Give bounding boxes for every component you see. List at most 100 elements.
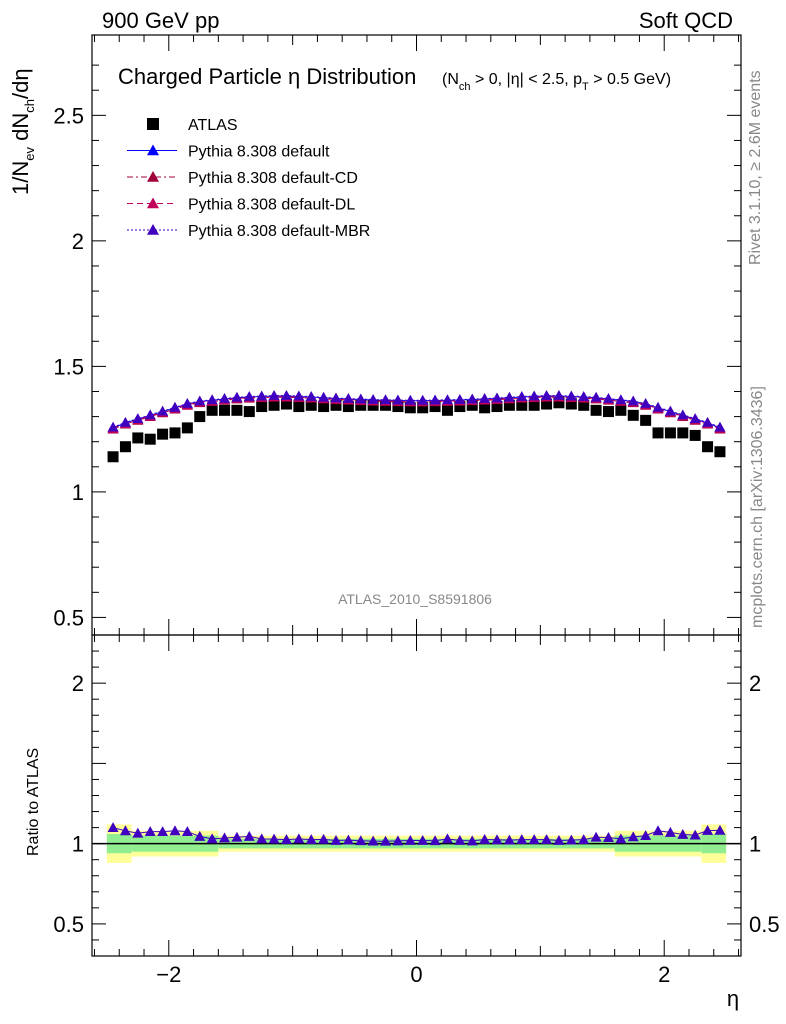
mc-series-point (268, 390, 280, 400)
mc-series-point (181, 398, 193, 408)
mc-series-point (231, 391, 243, 402)
ratio-series-point (243, 830, 255, 841)
svg-text:1/Nev dNch/dη: 1/Nev dNch/dη (8, 68, 37, 195)
ratio-series-point (342, 834, 354, 845)
legend-marker-triangle (147, 171, 159, 182)
mc-series-point (503, 391, 515, 402)
mc-series-point (590, 391, 602, 402)
atlas-data-point (528, 399, 540, 411)
ratio-series-point (664, 826, 676, 837)
ratio-series-point (367, 835, 379, 846)
ratio-series-point (602, 832, 614, 842)
ratio-series-point (528, 834, 540, 845)
atlas-data-point (243, 406, 255, 418)
data-series (107, 390, 726, 463)
atlas-data-point (516, 399, 528, 411)
ratio-series-point (280, 834, 292, 845)
atlas-data-point (441, 404, 453, 416)
atlas-data-point (541, 398, 553, 410)
ratio-series-point (107, 822, 119, 832)
atlas-data-point (454, 401, 466, 413)
atlas-data-point (355, 399, 367, 411)
legend-label: ATLAS (188, 117, 238, 134)
mc-series-point (355, 393, 367, 404)
mc-series-point (206, 394, 218, 405)
mc-series-point (392, 394, 404, 405)
mc-series-point (565, 390, 577, 401)
ratio-series-point (194, 830, 206, 841)
ratio-y-tick-label-right: 1 (749, 832, 761, 857)
mc-series-point (541, 390, 553, 400)
ratio-series-point (479, 833, 491, 844)
ratio-series-point (702, 824, 714, 835)
mc-series-point (702, 416, 714, 427)
atlas-data-point (664, 427, 676, 439)
atlas-data-point (169, 427, 181, 439)
ratio-series-point (293, 833, 305, 844)
atlas-data-point (342, 401, 354, 413)
mc-series-point (318, 391, 330, 402)
atlas-data-point (491, 401, 503, 413)
ratio-y-tick-label-right: 0.5 (749, 912, 780, 937)
atlas-data-point (144, 433, 156, 445)
main-y-tick-label: 2 (72, 229, 84, 254)
mc-series-point (640, 398, 652, 408)
ratio-series-point (689, 829, 701, 840)
legend-label: Pythia 8.308 default-DL (188, 197, 355, 214)
atlas-data-point (565, 398, 577, 410)
main-y-tick-label: 2.5 (53, 103, 84, 128)
atlas-data-point (256, 401, 268, 413)
mc-series-point (578, 391, 590, 401)
legend-marker-triangle (147, 224, 159, 235)
mc-series-point (516, 391, 528, 401)
rivet-label: Rivet 3.1.10, ≥ 2.6M events (747, 70, 764, 265)
ratio-series-point (404, 834, 416, 845)
atlas-data-point (132, 432, 144, 444)
legend-marker-triangle (147, 144, 159, 156)
mc-series-point (553, 390, 565, 400)
mc-series-point (689, 413, 701, 423)
atlas-data-point (553, 397, 565, 409)
atlas-data-point (503, 399, 515, 411)
ratio-series-point (119, 825, 131, 836)
main-y-label: 1/Nev dNch/dη (8, 68, 37, 195)
ratio-series-point (380, 835, 392, 846)
mc-series-point (714, 421, 726, 432)
ratio-y-tick-label-right: 2 (749, 671, 761, 696)
atlas-data-point (702, 441, 714, 453)
atlas-data-point (627, 409, 639, 421)
ratio-series-point (132, 827, 144, 838)
atlas-data-point (404, 402, 416, 414)
ratio-y-tick-label: 0.5 (53, 912, 84, 937)
svg-text:Charged Particle η Distributio: Charged Particle η Distribution (118, 64, 416, 89)
ratio-series-point (206, 833, 218, 844)
mc-series-point (119, 416, 131, 427)
mc-series-point (305, 391, 317, 401)
mc-series-point (664, 405, 676, 416)
ratio-series-point (640, 830, 652, 841)
mc-series-point (243, 391, 255, 401)
atlas-data-point (181, 422, 193, 434)
atlas-data-point (590, 404, 602, 416)
x-axis-label: η (727, 986, 739, 1011)
ratio-series-point (541, 834, 553, 845)
atlas-data-point (417, 402, 429, 414)
atlas-data-point (219, 404, 231, 416)
atlas-data-point (330, 399, 342, 411)
svg-text:(Nch > 0, |η| < 2.5, pT > 0.5: (Nch > 0, |η| < 2.5, pT > 0.5 GeV) (442, 71, 671, 93)
ratio-series-point (516, 834, 528, 845)
atlas-data-point (194, 411, 206, 423)
ratio-series-point (503, 834, 515, 845)
atlas-data-point (466, 399, 478, 411)
mc-series-point (293, 390, 305, 401)
atlas-data-point (429, 401, 441, 413)
legend: ATLAS Pythia 8.308 default Pythia 8.308 de… (127, 117, 370, 240)
atlas-data-point (293, 401, 305, 413)
ratio-series-point (169, 825, 181, 836)
atlas-data-point (677, 427, 689, 439)
x-tick-label: 0 (410, 962, 422, 987)
ratio-series-point (392, 835, 404, 846)
ratio-series-point (714, 824, 726, 835)
atlas-data-point (392, 401, 404, 413)
atlas-data-point (157, 428, 169, 440)
